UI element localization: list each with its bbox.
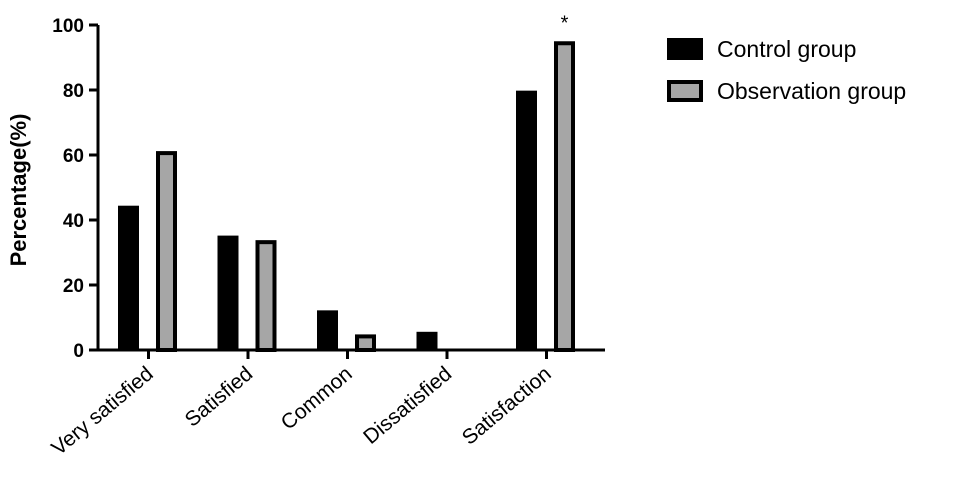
x-category-label: Dissatisfied xyxy=(359,362,456,449)
y-tick-label: 0 xyxy=(73,341,84,362)
x-category-label: Satisfaction xyxy=(458,362,556,449)
bar-control-group xyxy=(118,205,139,350)
significance-annotation: * xyxy=(561,12,569,34)
y-tick-label: 40 xyxy=(63,211,84,232)
bar-observation-group xyxy=(554,41,575,352)
category-labels: Very satisfied Satisfied Common Dissatisfie… xyxy=(47,362,555,460)
legend-label: Control group xyxy=(717,36,856,62)
y-tick-label: 80 xyxy=(63,81,84,102)
bars: * xyxy=(118,12,575,352)
bar-observation-group xyxy=(156,151,177,352)
axes: 0 20 40 60 80 100 xyxy=(52,16,605,362)
bar-observation-group xyxy=(255,240,277,352)
legend-swatch-control-group xyxy=(667,38,703,60)
bar-control-group xyxy=(317,310,338,350)
y-tick-label: 20 xyxy=(63,276,84,297)
x-category-label: Satisfied xyxy=(181,362,257,431)
y-tick-label: 60 xyxy=(63,146,84,167)
y-axis-label: Percentage(%) xyxy=(6,114,31,267)
bar-control-group xyxy=(516,90,537,351)
y-tick-label: 100 xyxy=(52,16,84,37)
bar-control-group xyxy=(416,331,438,350)
bar-control-group xyxy=(217,235,239,350)
bar-observation-group xyxy=(355,334,376,352)
legend-swatch-observation-group xyxy=(667,80,703,102)
x-category-label: Very satisfied xyxy=(47,362,157,460)
legend: Control group Observation group xyxy=(667,36,906,104)
legend-label: Observation group xyxy=(717,78,906,104)
x-category-label: Common xyxy=(277,362,357,434)
